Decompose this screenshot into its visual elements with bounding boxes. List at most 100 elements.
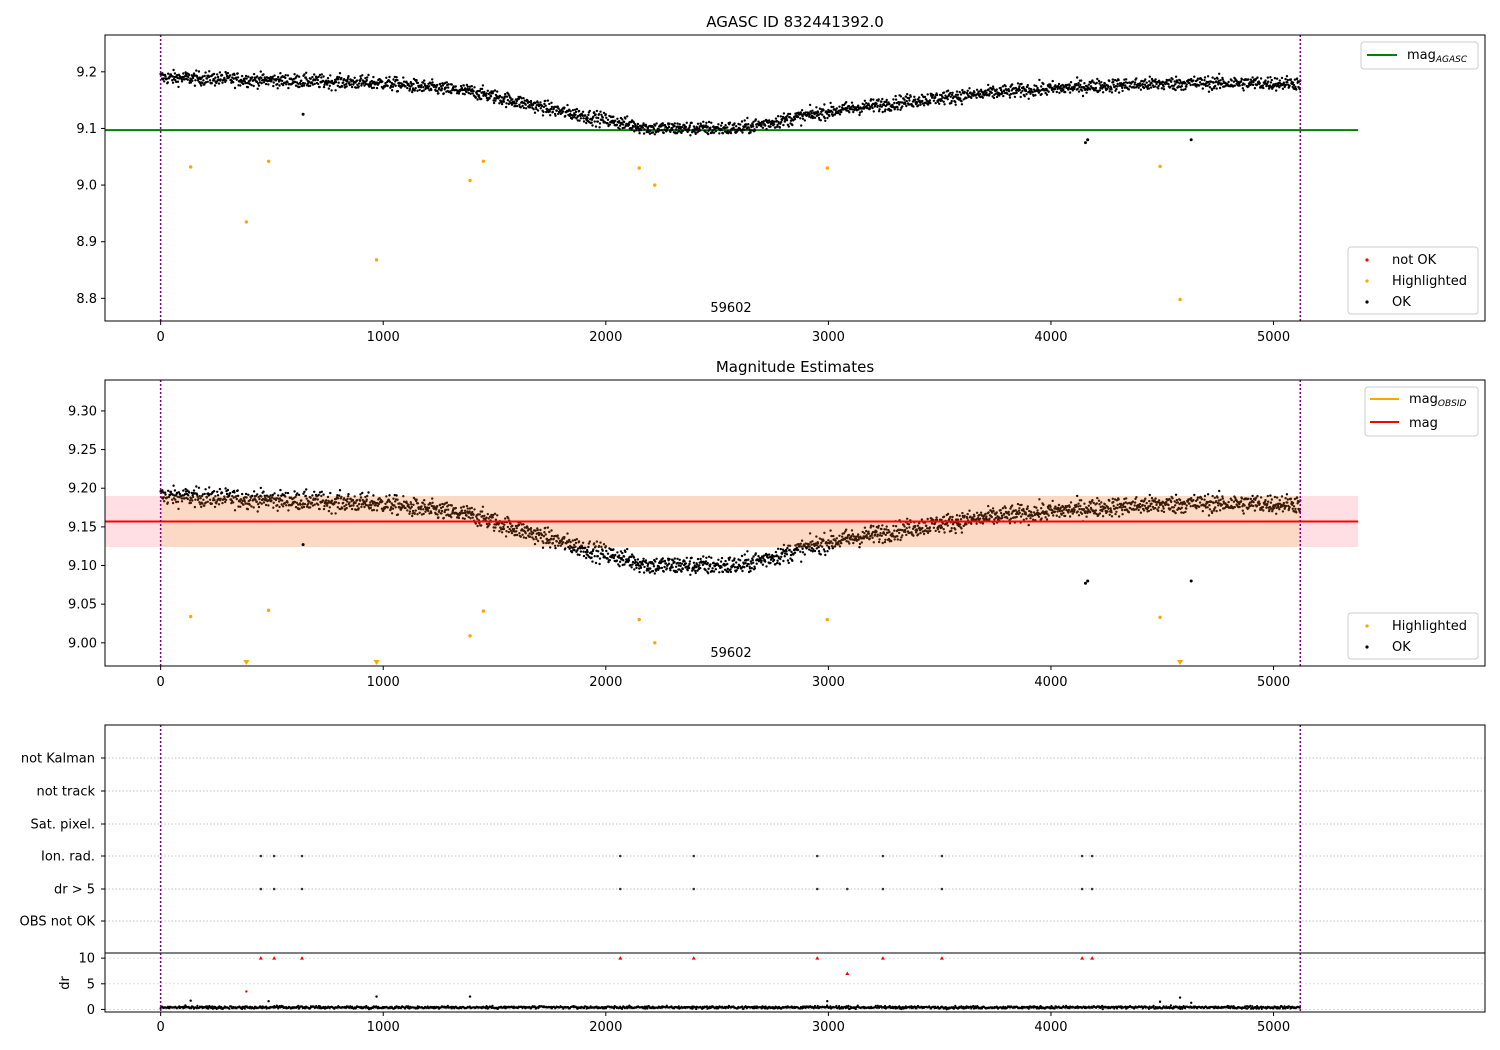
- ok-point: [1174, 83, 1177, 86]
- ok-point: [800, 560, 803, 563]
- ok-point: [435, 505, 439, 508]
- ok-point: [935, 93, 939, 97]
- ok-point: [598, 126, 601, 129]
- ok-point: [573, 108, 577, 112]
- ok-point: [1198, 81, 1202, 84]
- ok-point: [413, 512, 416, 515]
- ok-point: [449, 90, 452, 93]
- ok-point: [973, 91, 976, 94]
- ok-point: [621, 126, 624, 130]
- ok-point: [166, 81, 169, 84]
- ok-point: [591, 124, 594, 127]
- ok-point: [1157, 79, 1161, 83]
- ok-point: [182, 72, 185, 75]
- ok-point: [912, 534, 915, 537]
- ok-point: [412, 82, 415, 86]
- ok-point: [552, 537, 555, 541]
- ok-point: [1210, 511, 1214, 515]
- ok-point: [304, 76, 307, 79]
- ok-point: [688, 562, 691, 566]
- ok-point: [223, 495, 226, 498]
- ok-point: [512, 100, 516, 103]
- ok-point: [270, 79, 273, 82]
- ok-point: [676, 122, 679, 125]
- ok-point: [755, 562, 758, 565]
- ok-point: [616, 117, 619, 121]
- ok-point: [1095, 502, 1099, 505]
- ok-point: [899, 538, 902, 542]
- ok-point: [601, 549, 604, 552]
- ok-point: [548, 110, 551, 113]
- ok-point: [1008, 522, 1012, 525]
- ok-point: [712, 131, 716, 134]
- ok-point: [361, 491, 364, 495]
- panel1-obsid-label: 59602: [710, 301, 751, 316]
- ok-point: [1055, 514, 1059, 517]
- ok-point: [579, 550, 583, 553]
- ok-point: [262, 490, 265, 493]
- ok-point: [860, 110, 863, 113]
- ok-point: [191, 79, 194, 83]
- ok-point: [532, 531, 535, 535]
- ok-point: [252, 490, 256, 493]
- ok-point: [863, 103, 866, 107]
- ok-point: [938, 530, 941, 533]
- ok-point: [286, 491, 290, 495]
- ok-point: [410, 505, 413, 509]
- ok-point: [277, 80, 281, 83]
- ok-point: [587, 113, 590, 117]
- ok-point: [552, 107, 555, 111]
- ok-point: [778, 126, 782, 129]
- ok-point: [539, 536, 542, 540]
- ok-point: [626, 547, 629, 551]
- ok-point: [1002, 94, 1005, 98]
- ok-point: [751, 123, 754, 126]
- ok-point: [509, 522, 512, 525]
- ok-point: [880, 534, 883, 537]
- ok-point: [1096, 496, 1099, 500]
- ok-point: [642, 132, 646, 135]
- ok-point: [673, 557, 676, 560]
- ok-point: [465, 514, 468, 517]
- ok-point: [1083, 502, 1086, 505]
- ok-point: [649, 129, 652, 132]
- ok-point: [330, 89, 333, 92]
- ok-point: [498, 530, 501, 533]
- ok-point: [685, 556, 688, 559]
- ok-point: [279, 488, 282, 492]
- ok-point: [801, 117, 805, 121]
- ok-point: [775, 119, 778, 123]
- ok-point: [244, 492, 248, 496]
- ok-point: [1241, 87, 1245, 90]
- ok-point: [909, 95, 912, 98]
- ok-point: [463, 509, 467, 512]
- ok-point: [348, 81, 351, 84]
- ok-point: [601, 116, 604, 119]
- ok-point: [786, 559, 790, 562]
- ok-point: [187, 494, 190, 497]
- ok-point: [592, 548, 595, 551]
- ok-point: [334, 89, 337, 92]
- ok-point: [733, 128, 737, 131]
- ok-point: [214, 495, 217, 498]
- ok-point: [943, 531, 946, 534]
- ok-point: [338, 489, 342, 492]
- ok-point: [987, 511, 990, 514]
- ok-point: [994, 92, 997, 95]
- ok-point: [627, 559, 631, 562]
- ok-point: [780, 120, 783, 124]
- ok-point: [322, 85, 326, 89]
- ok-point: [244, 81, 247, 85]
- ok-point: [600, 545, 603, 549]
- ok-point: [711, 131, 714, 134]
- ok-point: [970, 522, 973, 525]
- ok-point: [968, 87, 971, 90]
- ok-point: [782, 559, 785, 563]
- ok-point: [1101, 91, 1105, 94]
- ok-point: [1295, 88, 1298, 91]
- ok-point: [402, 80, 406, 83]
- ok-point: [886, 103, 889, 106]
- ok-point: [686, 130, 689, 134]
- ok-point: [880, 100, 883, 103]
- ok-point: [1081, 94, 1085, 98]
